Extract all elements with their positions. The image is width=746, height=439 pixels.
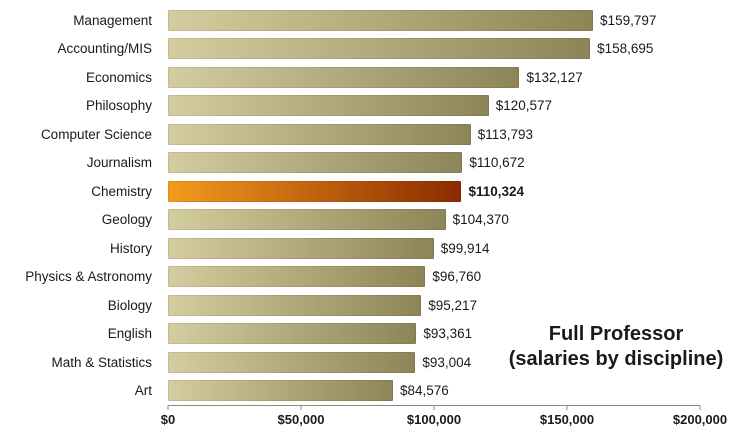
x-tick-mark bbox=[300, 405, 302, 410]
x-tick-mark bbox=[433, 405, 435, 410]
bar bbox=[168, 209, 446, 230]
value-label: $95,217 bbox=[428, 297, 478, 313]
category-label: Management bbox=[73, 12, 152, 28]
value-label: $99,914 bbox=[440, 240, 490, 256]
value-label: $93,361 bbox=[423, 326, 473, 342]
value-label: $104,370 bbox=[452, 212, 509, 228]
bar bbox=[168, 266, 426, 287]
bar bbox=[168, 9, 594, 31]
x-tick-label: $0 bbox=[160, 412, 176, 427]
x-axis-ticks: $0 $50,000 $100,000 $150,000 $200,000 bbox=[161, 412, 727, 432]
chart-row: $93,361 bbox=[168, 320, 700, 349]
chart-row: $84,576 bbox=[168, 377, 700, 406]
bar bbox=[168, 95, 489, 116]
chart-title: Full Professor bbox=[548, 323, 684, 345]
value-label: $110,672 bbox=[469, 155, 525, 171]
category-label: Chemistry bbox=[91, 183, 152, 199]
tick-marks bbox=[167, 405, 701, 410]
category-label: Art bbox=[134, 383, 152, 399]
chart-row: $96,760 bbox=[168, 263, 700, 292]
bar bbox=[168, 152, 463, 173]
chart-row: $110,672 bbox=[168, 149, 700, 178]
chart-row: $110,324 bbox=[168, 177, 700, 206]
category-label: Math & Statistics bbox=[51, 354, 152, 370]
chart-row: $104,370 bbox=[168, 206, 700, 235]
bars-area: $159,797 $158,695 $132,127 $120,577 $113,793… bbox=[168, 6, 700, 406]
chart-row: $158,695 bbox=[168, 35, 700, 64]
chart-subtitle: (salaries by discipline) bbox=[508, 348, 724, 370]
x-tick-mark bbox=[699, 405, 701, 410]
bar bbox=[168, 351, 416, 373]
value-label: $120,577 bbox=[495, 98, 553, 114]
category-label: Economics bbox=[85, 69, 152, 85]
value-label: $159,797 bbox=[600, 12, 657, 28]
bar bbox=[168, 294, 422, 316]
x-tick-label: $50,000 bbox=[277, 412, 325, 427]
category-label: Biology bbox=[107, 297, 152, 313]
bar bbox=[168, 380, 393, 401]
bar bbox=[168, 38, 591, 59]
chart-row: $132,127 bbox=[168, 63, 700, 92]
x-tick-mark bbox=[167, 405, 169, 410]
x-tick-label: $150,000 bbox=[539, 412, 595, 427]
bar bbox=[168, 66, 520, 88]
bar-highlight bbox=[168, 180, 462, 202]
bar bbox=[168, 237, 434, 259]
chart-row: $93,004 bbox=[168, 348, 700, 377]
category-label: Geology bbox=[101, 212, 152, 228]
value-label: $93,004 bbox=[422, 354, 472, 370]
value-label: $110,324 bbox=[468, 183, 525, 199]
category-label: History bbox=[109, 240, 152, 256]
chart-row: $95,217 bbox=[168, 291, 700, 320]
category-label: English bbox=[107, 326, 152, 342]
chart-row: $120,577 bbox=[168, 92, 700, 121]
x-tick-label: $100,000 bbox=[406, 412, 462, 427]
chart-row: $113,793 bbox=[168, 120, 700, 149]
chart-annotation: Full Professor (salaries by discipline) bbox=[492, 322, 740, 372]
category-label: Accounting/MIS bbox=[57, 41, 152, 57]
x-tick-label: $200,000 bbox=[672, 412, 728, 427]
value-label: $113,793 bbox=[477, 126, 533, 142]
value-label: $84,576 bbox=[399, 383, 449, 399]
chart-row: $99,914 bbox=[168, 234, 700, 263]
category-labels: Management Accounting/MIS Economics Philoso… bbox=[0, 6, 160, 405]
x-tick-mark bbox=[566, 405, 568, 410]
chart-row: $159,797 bbox=[168, 6, 700, 35]
value-label: $96,760 bbox=[432, 269, 482, 285]
bar bbox=[168, 123, 471, 145]
category-label: Computer Science bbox=[40, 126, 152, 142]
value-label: $132,127 bbox=[526, 69, 583, 85]
category-label: Philosophy bbox=[85, 98, 152, 114]
bar bbox=[168, 323, 417, 344]
value-label: $158,695 bbox=[597, 41, 654, 57]
category-label: Journalism bbox=[86, 155, 152, 171]
category-label: Physics & Astronomy bbox=[25, 269, 152, 285]
